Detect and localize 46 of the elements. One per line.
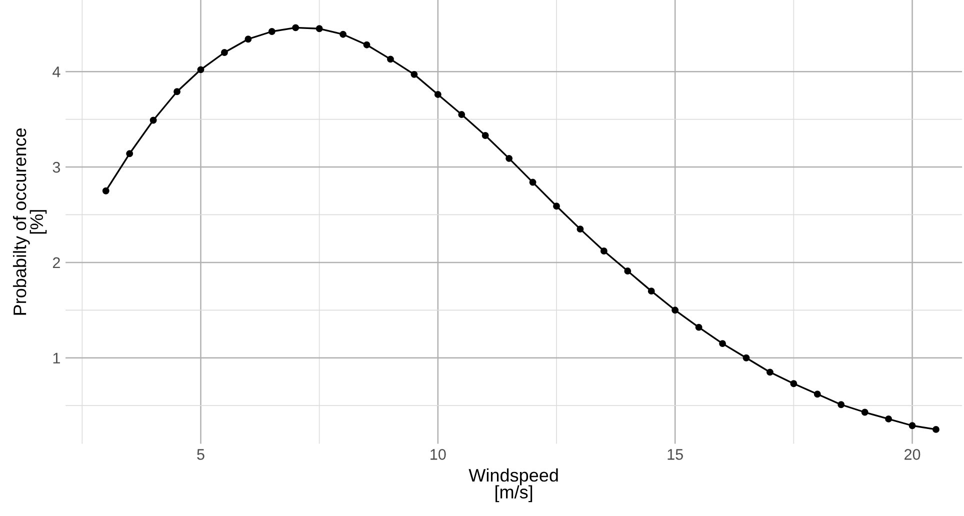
point <box>197 66 204 74</box>
point <box>316 25 323 32</box>
point <box>908 422 916 430</box>
point <box>506 154 513 162</box>
point <box>102 187 110 194</box>
x-tick-label: 20 <box>904 449 920 460</box>
point <box>268 28 276 35</box>
x-axis-title: Windspeed [m/s] <box>468 468 558 502</box>
y-tick-label: 4 <box>52 66 60 78</box>
y-tick-label: 3 <box>52 162 60 173</box>
point <box>150 116 157 124</box>
point <box>244 36 252 43</box>
y-axis-title: Probabilty of occurence [%] <box>12 128 47 315</box>
point <box>885 415 892 422</box>
point <box>719 340 726 348</box>
x-tick-label: 10 <box>430 449 446 460</box>
point <box>814 390 821 398</box>
point <box>363 41 370 48</box>
point <box>838 401 845 408</box>
point <box>766 368 774 376</box>
point <box>220 49 228 56</box>
x-tick-label: 5 <box>197 449 204 460</box>
point <box>410 70 418 78</box>
point <box>387 56 394 63</box>
point <box>932 426 940 433</box>
point <box>861 408 868 416</box>
point <box>695 324 702 331</box>
point <box>292 24 300 32</box>
x-tick-label: 15 <box>668 449 683 460</box>
point <box>790 380 798 388</box>
y-tick-label: 2 <box>52 257 60 268</box>
point <box>174 88 180 96</box>
point <box>672 306 679 314</box>
point <box>742 354 750 362</box>
point <box>553 202 560 210</box>
point <box>434 91 442 98</box>
point <box>126 150 134 158</box>
point <box>529 178 536 186</box>
point <box>600 248 608 254</box>
point <box>482 132 489 139</box>
point <box>576 226 584 233</box>
point <box>624 268 632 274</box>
point <box>340 30 347 38</box>
point <box>648 288 655 295</box>
y-tick-label: 1 <box>53 352 60 364</box>
point <box>458 111 466 118</box>
